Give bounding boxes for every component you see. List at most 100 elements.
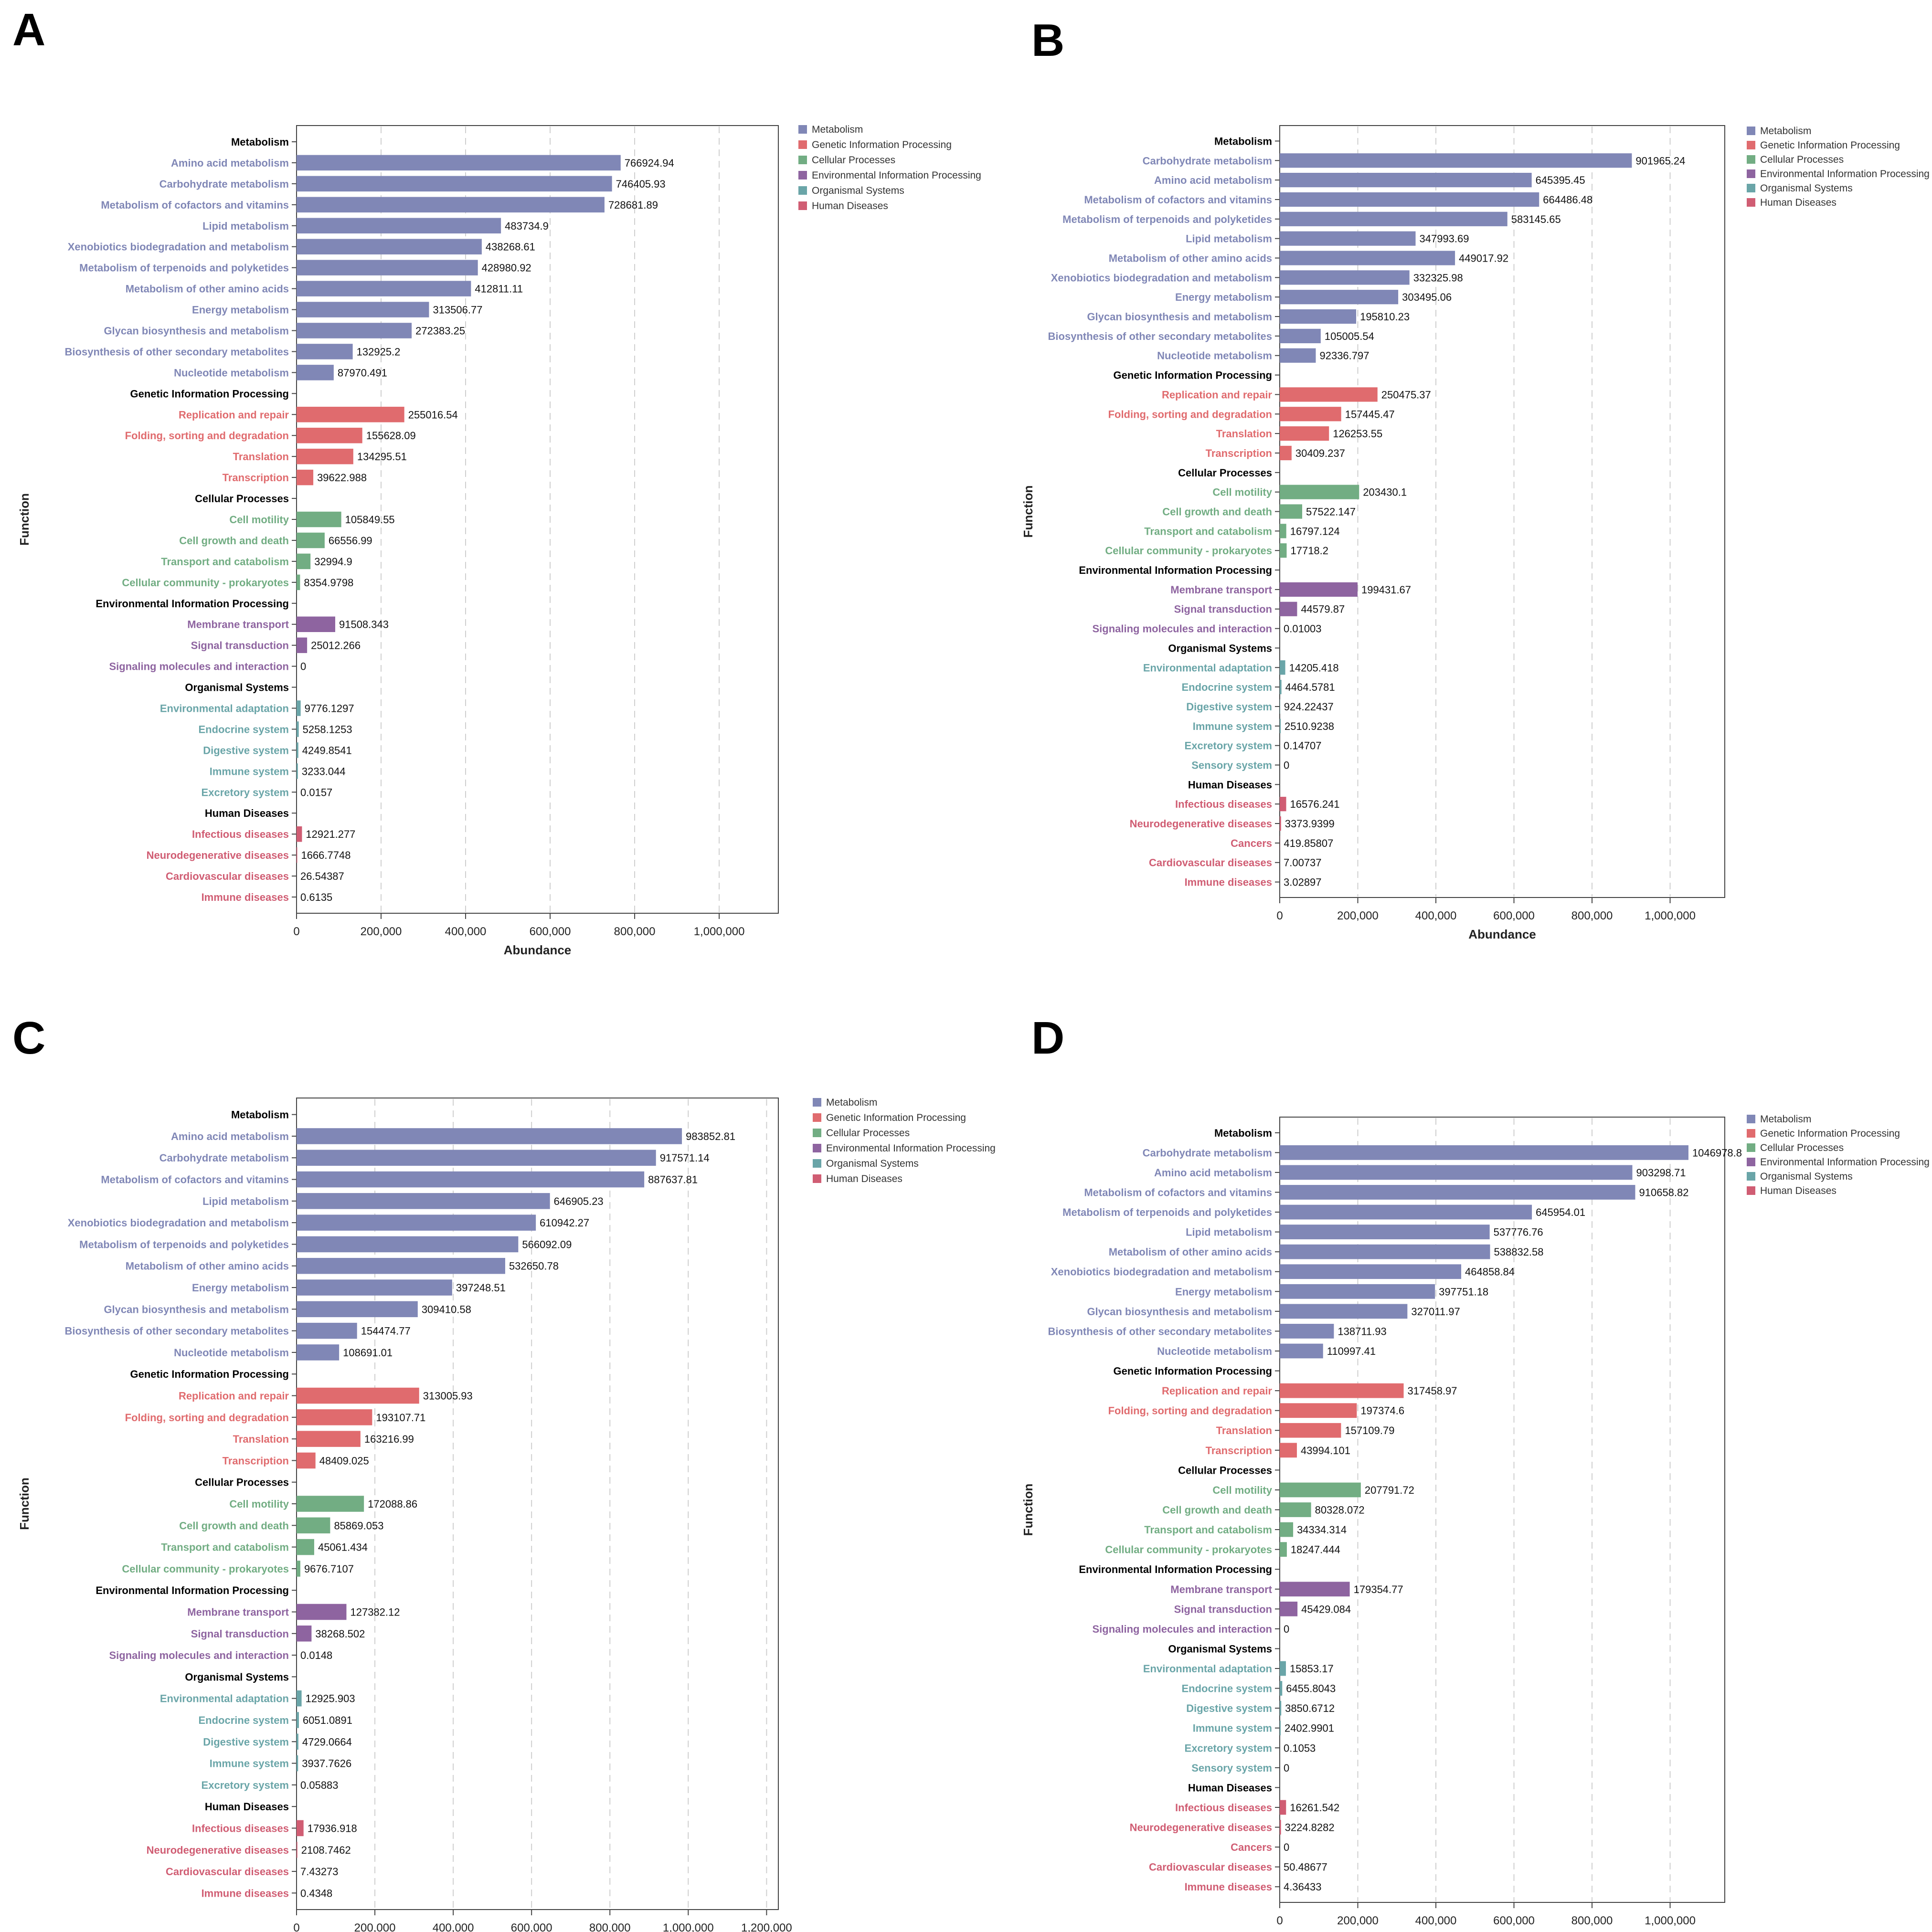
row-label-cell-growth-and-death: Cell growth and death xyxy=(1162,1504,1272,1516)
x-tick-label: 600,000 xyxy=(530,925,571,938)
bar-environmental-adaptation xyxy=(297,1690,302,1707)
row-label-endocrine-system: Endocrine system xyxy=(198,723,289,735)
bar-value-label: 645954.01 xyxy=(1536,1206,1585,1218)
bar-value-label: 0.01003 xyxy=(1284,623,1322,635)
row-label-signaling-molecules-and-interaction: Signaling molecules and interaction xyxy=(109,1649,289,1661)
row-label-carbohydrate-metabolism: Carbohydrate metabolism xyxy=(1143,1147,1272,1159)
bar-value-label: 193107.71 xyxy=(376,1412,425,1424)
row-label-environmental-adaptation: Environmental adaptation xyxy=(1143,1663,1272,1675)
category-header-organismal-systems: Organismal Systems xyxy=(185,682,289,694)
x-tick-label: 800,000 xyxy=(614,925,656,938)
legend-swatch-genetic-information-processing xyxy=(1747,141,1755,149)
bar-value-label: 0 xyxy=(1284,1762,1289,1774)
bar-digestive-system xyxy=(297,1733,298,1750)
x-tick-label: 1,000,000 xyxy=(694,925,745,938)
bar-value-label: 38268.502 xyxy=(315,1628,365,1640)
category-header-human-diseases: Human Diseases xyxy=(1188,1782,1272,1794)
bar-value-label: 645395.45 xyxy=(1536,174,1585,186)
row-label-cell-motility: Cell motility xyxy=(1212,1484,1272,1496)
legend-swatch-organismal-systems xyxy=(1747,184,1755,192)
category-header-organismal-systems: Organismal Systems xyxy=(1168,1643,1272,1655)
row-label-excretory-system: Excretory system xyxy=(202,1779,289,1791)
bar-value-label: 6051.0891 xyxy=(303,1714,352,1726)
bar-endocrine-system xyxy=(297,1712,299,1728)
panel-letter-d: D xyxy=(1031,1013,1065,1064)
row-label-digestive-system: Digestive system xyxy=(1186,701,1272,713)
bar-infectious-diseases xyxy=(1280,797,1286,812)
legend-label-organismal-systems: Organismal Systems xyxy=(826,1158,919,1169)
legend-label-cellular-processes: Cellular Processes xyxy=(826,1128,910,1139)
legend: Metabolism Genetic Information Processing… xyxy=(813,1097,996,1184)
legend-swatch-cellular-processes xyxy=(1747,1143,1755,1152)
bar-cell-growth-and-death xyxy=(1280,504,1303,519)
legend-label-genetic-information-processing: Genetic Information Processing xyxy=(826,1112,966,1123)
bar-value-label: 127382.12 xyxy=(350,1606,400,1618)
legend: Metabolism Genetic Information Processing… xyxy=(1747,1114,1930,1196)
category-header-cellular-processes: Cellular Processes xyxy=(195,493,289,505)
bar-value-label: 157109.79 xyxy=(1345,1425,1394,1436)
bar-value-label: 347993.69 xyxy=(1420,233,1469,245)
bar-value-label: 157445.47 xyxy=(1345,408,1395,420)
row-label-lipid-metabolism: Lipid metabolism xyxy=(202,1195,289,1207)
row-label-infectious-diseases: Infectious diseases xyxy=(1175,1802,1272,1814)
bar-value-label: 7.43273 xyxy=(300,1866,339,1878)
category-header-organismal-systems: Organismal Systems xyxy=(185,1671,289,1683)
panel-letter-b: B xyxy=(1031,15,1065,66)
row-label-transport-and-catabolism: Transport and catabolism xyxy=(1144,1524,1272,1536)
x-tick-label: 200,000 xyxy=(354,1921,396,1932)
row-label-nucleotide-metabolism: Nucleotide metabolism xyxy=(174,1347,289,1359)
row-label-environmental-adaptation: Environmental adaptation xyxy=(160,703,289,715)
row-label-lipid-metabolism: Lipid metabolism xyxy=(1186,233,1272,245)
bar-translation xyxy=(297,1431,361,1447)
row-label-signaling-molecules-and-interaction: Signaling molecules and interaction xyxy=(1092,623,1272,635)
category-header-genetic-information-processing: Genetic Information Processing xyxy=(1113,1365,1272,1377)
row-label-cardiovascular-diseases: Cardiovascular diseases xyxy=(166,1866,289,1878)
row-label-transcription: Transcription xyxy=(1206,447,1272,459)
row-label-neurodegenerative-diseases: Neurodegenerative diseases xyxy=(1130,1822,1272,1834)
row-label-endocrine-system: Endocrine system xyxy=(1181,1683,1272,1695)
x-tick-label: 1,000,000 xyxy=(1645,909,1696,922)
row-label-metabolism-of-terpenoids-and-polyketides: Metabolism of terpenoids and polyketides xyxy=(79,262,289,274)
bar-metabolism-of-cofactors-and-vitamins xyxy=(1280,192,1539,207)
row-label-signaling-molecules-and-interaction: Signaling molecules and interaction xyxy=(109,661,289,673)
row-label-amino-acid-metabolism: Amino acid metabolism xyxy=(171,157,289,169)
bar-membrane-transport xyxy=(297,616,335,632)
row-label-amino-acid-metabolism: Amino acid metabolism xyxy=(171,1130,289,1142)
row-label-environmental-adaptation: Environmental adaptation xyxy=(1143,662,1272,674)
bar-endocrine-system xyxy=(1280,680,1282,695)
row-label-immune-diseases: Immune diseases xyxy=(202,1887,289,1899)
row-label-carbohydrate-metabolism: Carbohydrate metabolism xyxy=(159,1152,289,1164)
category-header-human-diseases: Human Diseases xyxy=(1188,779,1272,791)
bar-value-label: 134295.51 xyxy=(357,451,407,463)
row-label-digestive-system: Digestive system xyxy=(1186,1702,1272,1714)
bar-value-label: 138711.93 xyxy=(1338,1325,1386,1337)
row-label-energy-metabolism: Energy metabolism xyxy=(192,304,289,316)
legend-swatch-human-diseases xyxy=(798,201,807,210)
row-label-energy-metabolism: Energy metabolism xyxy=(1175,291,1272,303)
legend-swatch-organismal-systems xyxy=(813,1159,821,1168)
bar-biosynthesis-of-other-secondary-metabolites xyxy=(1280,1324,1334,1339)
bar-value-label: 449017.92 xyxy=(1459,253,1508,264)
bar-value-label: 910658.82 xyxy=(1639,1186,1689,1198)
x-tick-label: 400,000 xyxy=(445,925,487,938)
row-label-excretory-system: Excretory system xyxy=(1185,740,1272,752)
bar-value-label: 610942.27 xyxy=(540,1217,589,1229)
category-header-metabolism: Metabolism xyxy=(231,1109,289,1121)
row-label-biosynthesis-of-other-secondary-metabolites: Biosynthesis of other secondary metaboli… xyxy=(1048,1325,1272,1337)
bar-value-label: 983852.81 xyxy=(686,1130,735,1142)
row-label-translation: Translation xyxy=(233,451,289,463)
x-tick-label: 1,000,000 xyxy=(663,1921,714,1932)
bar-value-label: 26.54387 xyxy=(300,870,344,882)
bar-replication-and-repair xyxy=(297,1387,419,1404)
bar-lipid-metabolism xyxy=(297,1193,550,1209)
bar-energy-metabolism xyxy=(297,1279,452,1296)
y-axis-label: Function xyxy=(1021,486,1035,538)
legend-label-organismal-systems: Organismal Systems xyxy=(1760,1171,1853,1182)
chart-panel-b: 0 200,000 400,000 600,000 800,000 1,000,000 Ab… xyxy=(1021,125,1930,941)
bar-value-label: 154474.77 xyxy=(361,1325,411,1337)
row-label-biosynthesis-of-other-secondary-metabolites: Biosynthesis of other secondary metaboli… xyxy=(1048,330,1272,342)
panel-letter-a: A xyxy=(12,4,46,55)
row-label-neurodegenerative-diseases: Neurodegenerative diseases xyxy=(147,849,289,861)
bar-cell-motility xyxy=(297,1496,364,1512)
row-label-glycan-biosynthesis-and-metabolism: Glycan biosynthesis and metabolism xyxy=(104,325,289,337)
